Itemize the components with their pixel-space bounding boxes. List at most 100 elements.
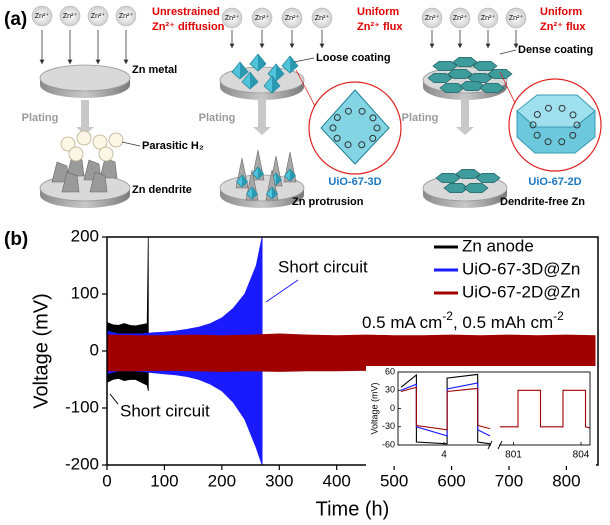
annotation-line <box>109 393 119 405</box>
schematic-label: Parasitic H₂ <box>142 140 204 152</box>
schematic-label: UiO-67-2D <box>528 176 581 188</box>
axis-break <box>497 440 503 450</box>
linker-node <box>369 134 377 142</box>
y-tick-label: 0 <box>90 340 99 359</box>
linker-node <box>333 114 341 122</box>
axis-break <box>487 440 493 450</box>
zn-ion <box>505 7 527 29</box>
mof-crystal-side <box>516 109 596 154</box>
legend-label: UiO-67-3D@Zn <box>462 259 580 278</box>
h2-bubble <box>76 130 92 146</box>
schematic-label: UiO-67-3D <box>328 176 381 188</box>
dendrite <box>89 171 108 193</box>
ion-label: Zn²⁺ <box>509 14 524 22</box>
hexagon-plate <box>472 60 498 72</box>
octahedron-face <box>242 175 248 187</box>
panel-label: (a) <box>4 9 27 30</box>
schematic-label: Zn metal <box>132 64 177 76</box>
voltage-line <box>400 386 491 431</box>
linker-node <box>529 121 537 129</box>
dendrite <box>99 157 118 179</box>
plating-label: Plating <box>199 112 236 124</box>
plot-frame <box>106 236 599 466</box>
hexagon-plate <box>443 182 469 194</box>
leader-line <box>293 57 315 63</box>
heading: Zn²⁺ flux <box>357 21 403 33</box>
linker-node <box>544 104 552 112</box>
zn-ion <box>449 7 471 29</box>
heading: Uniform <box>540 6 582 18</box>
hexagon-plate <box>479 82 505 94</box>
annotation: 0.5 mA cm-2, 0.5 mAh cm-2 <box>362 309 564 332</box>
y-axis-title: Voltage (mV) <box>30 293 52 409</box>
zn-ion <box>477 7 499 29</box>
x-tick-label: 600 <box>437 471 465 490</box>
octahedron-face <box>240 62 248 79</box>
inset-x-tick-label: 804 <box>573 450 590 461</box>
hexagon-plate <box>463 182 489 194</box>
dendrite <box>61 171 80 193</box>
h2-bubble <box>98 146 114 162</box>
ion-label: Zn²⁺ <box>315 14 330 22</box>
hexagon-plate <box>432 60 458 72</box>
heading: Zn²⁺ flux <box>540 21 586 33</box>
schematic-label: Loose coating <box>316 52 391 64</box>
axis-break-gap <box>491 442 499 448</box>
y-tick-label: 100 <box>71 283 99 302</box>
hexagon-plate <box>475 172 501 184</box>
plating-label: Plating <box>402 112 439 124</box>
linker-node <box>544 138 552 146</box>
ion-label: Zn²⁺ <box>63 12 78 20</box>
h2-bubble <box>108 132 124 148</box>
legend-label: UiO-67-2D@Zn <box>462 282 580 301</box>
annotation-line <box>265 279 299 303</box>
ion-label: Zn²⁺ <box>35 12 50 20</box>
zn-ion <box>221 7 243 29</box>
octahedron-face <box>258 167 264 179</box>
y-tick-label: -100 <box>65 397 99 416</box>
h2-bubble <box>60 136 76 152</box>
ion-label: Zn²⁺ <box>481 14 496 22</box>
schematic-label: Dense coating <box>518 44 593 56</box>
hexagon-plate <box>427 72 453 84</box>
leader-line <box>499 71 516 104</box>
zn-ion <box>87 5 109 27</box>
plating-arrow <box>456 100 474 135</box>
linker-node <box>333 134 341 142</box>
hexagon-plate <box>447 68 473 80</box>
linker-node <box>329 124 337 132</box>
hexagon-plate <box>452 56 478 68</box>
zn-ion <box>421 7 443 29</box>
octahedron-face <box>272 187 278 199</box>
schematic-label: Zn protrusion <box>292 196 364 208</box>
inset-y-tick-label: 60 <box>385 366 395 376</box>
ion-label: Zn²⁺ <box>285 14 300 22</box>
heading: Unrestrained <box>152 6 220 18</box>
octahedron-face <box>250 72 258 89</box>
annotation: Short circuit <box>120 401 210 420</box>
y-tick-label: -200 <box>65 454 99 473</box>
annotation-part: , 0.5 mAh cm <box>453 313 553 332</box>
schematic: (a) Zn²⁺ Zn²⁺ Zn²⁺ Zn²⁺ Zn²⁺ Zn²⁺ Zn²⁺ Zn²⁺ Zn²⁺… <box>4 5 602 208</box>
zn-ion <box>31 5 53 27</box>
h2-bubble <box>92 134 108 150</box>
octahedron-face <box>252 187 258 199</box>
linker-node <box>344 141 352 149</box>
schematic-label: Zn dendrite <box>132 184 192 196</box>
inset-x-tick-label: 801 <box>505 450 522 461</box>
leader-line <box>121 141 141 147</box>
plating-arrow <box>253 100 271 135</box>
x-tick-label: 800 <box>552 471 580 490</box>
x-tick-label: 500 <box>380 471 408 490</box>
octahedron-face <box>276 64 284 81</box>
ion-label: Zn²⁺ <box>425 14 440 22</box>
zn-ion <box>251 7 273 29</box>
inset-y-tick-label: -30 <box>382 421 395 431</box>
octahedron-face <box>290 169 296 181</box>
linker-node <box>358 107 366 115</box>
ion-label: Zn²⁺ <box>225 14 240 22</box>
hexagon-plate <box>439 82 465 94</box>
hexagon-plate <box>467 72 493 84</box>
